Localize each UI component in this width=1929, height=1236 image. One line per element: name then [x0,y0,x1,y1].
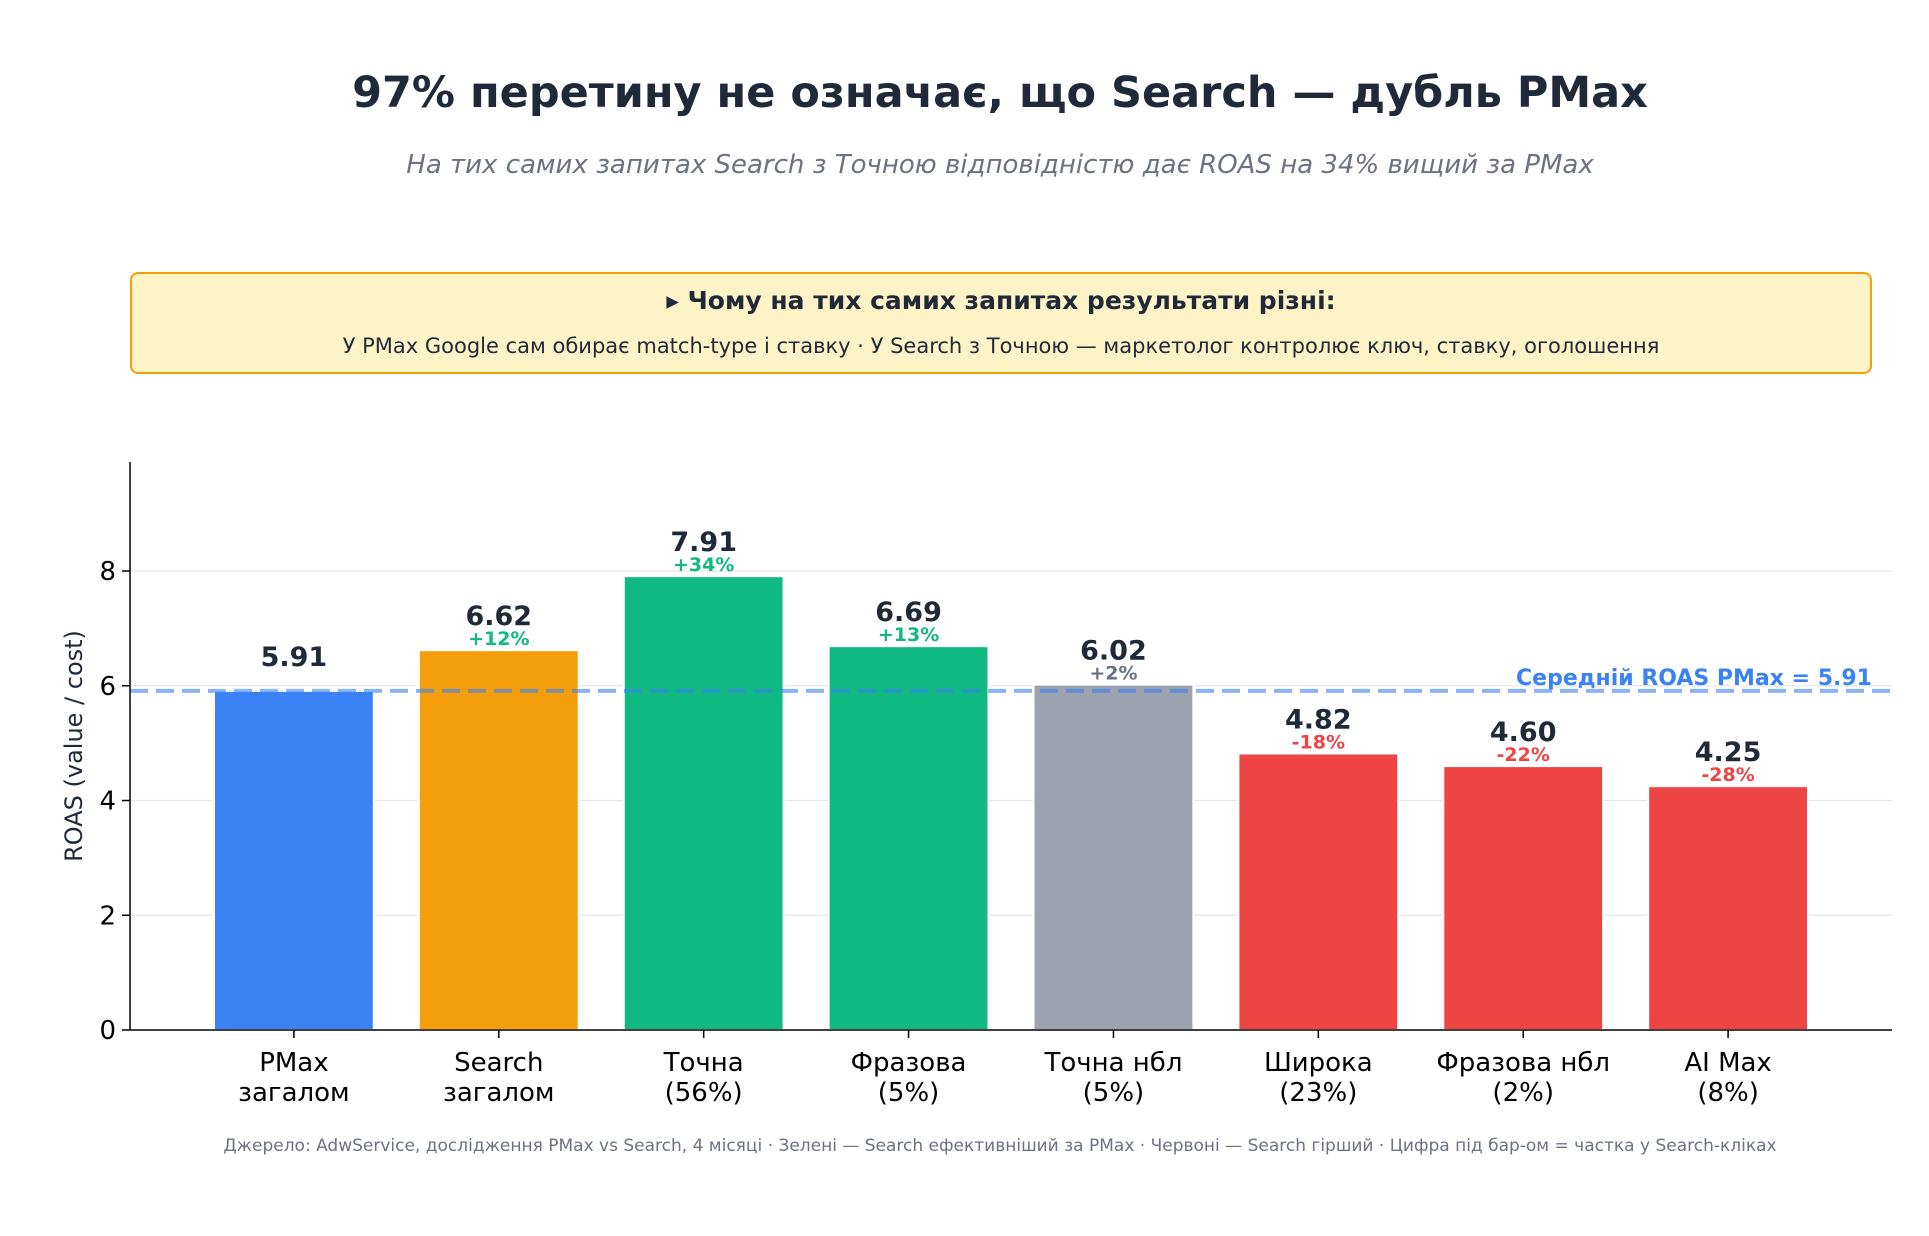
x-tick-label: (8%) [1697,1078,1759,1108]
y-axis-label: ROAS (value / cost) [60,630,88,862]
bar-delta-label: -22% [1497,744,1550,766]
x-tick-label: Точна [663,1048,744,1078]
x-tick-label: (23%) [1279,1078,1357,1108]
bar-value-label: 5.91 [261,642,328,673]
bar [622,575,785,1032]
x-tick-label: Широка [1264,1048,1373,1078]
bar [1647,785,1809,1031]
x-tick-label: Точна нбл [1043,1048,1182,1078]
bar-value-label: 4.25 [1695,737,1762,768]
callout-box: ▸ Чому на тих самих запитах результати р… [130,272,1872,374]
bar-delta-label: -28% [1701,764,1754,786]
x-tick-label: Фразова нбл [1436,1048,1610,1078]
y-tick-label: 2 [99,901,116,931]
bar-value-label: 4.82 [1285,704,1352,735]
y-tick-label: 6 [99,672,116,702]
callout-body: У PMax Google сам обирає match-type і ст… [342,334,1660,358]
bar-delta-label: -18% [1292,731,1345,753]
bar [827,645,990,1031]
bar-delta-label: +2% [1089,663,1137,685]
y-tick-label: 8 [99,557,116,587]
x-tick-label: Search [454,1048,543,1078]
chart-subtitle: На тих самих запитах Search з Точною від… [406,150,1594,180]
bar [213,689,375,1031]
source-note: Джерело: AdwService, дослідження PMax vs… [223,1136,1777,1156]
x-tick-label: загалом [238,1078,350,1108]
bar-value-label: 6.62 [465,601,532,632]
bar [1237,752,1400,1031]
y-tick-label: 0 [99,1016,116,1046]
bar-value-label: 7.91 [670,527,737,558]
bar-delta-label: +13% [878,624,939,646]
x-tick-label: (2%) [1492,1078,1554,1108]
bar [1442,765,1605,1031]
bar [1032,683,1195,1031]
x-tick-label: (5%) [878,1078,940,1108]
x-tick-label: PMax [259,1048,328,1078]
bar [417,649,580,1031]
x-tick-label: Фразова [851,1048,967,1078]
x-tick-label: (56%) [665,1078,743,1108]
bar-delta-label: +34% [673,554,734,576]
chart-title: 97% перетину не означає, що Search — дуб… [352,68,1648,118]
callout-heading: ▸ Чому на тих самих запитах результати р… [666,286,1336,315]
x-tick-label: (5%) [1083,1078,1145,1108]
bar-value-label: 6.69 [875,597,942,628]
bar-value-label: 6.02 [1080,636,1147,667]
reference-line-label: Середній ROAS PMax = 5.91 [1516,666,1872,691]
x-tick-label: AI Max [1684,1048,1771,1078]
bar-delta-label: +12% [468,628,529,650]
x-tick-label: загалом [443,1078,555,1108]
bar-value-label: 4.60 [1490,717,1557,748]
y-tick-label: 4 [99,787,116,817]
